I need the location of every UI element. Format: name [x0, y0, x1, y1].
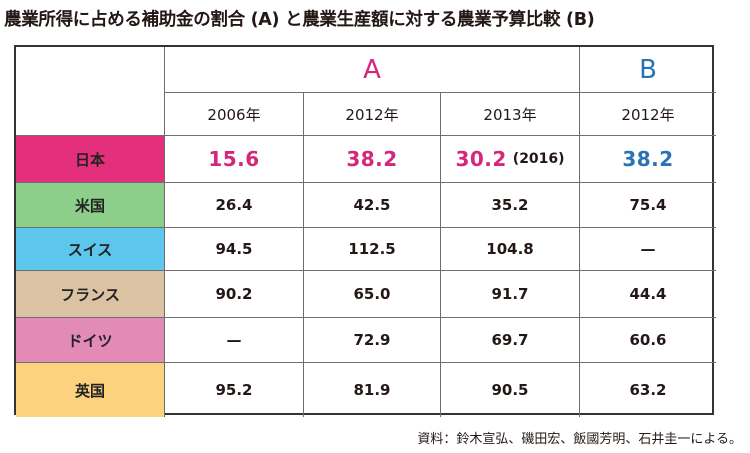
table-cell: 90.2: [165, 271, 304, 318]
table-cell: 72.9: [304, 318, 441, 363]
table-cell: 60.6: [580, 318, 716, 363]
header-year-2012-a: 2012年: [304, 93, 441, 136]
table-cell: 112.5: [304, 228, 441, 271]
row-label-usa: 米国: [16, 183, 165, 228]
table-cell: 42.5: [304, 183, 441, 228]
table-cell: 75.4: [580, 183, 716, 228]
table-cell: 38.2: [304, 136, 441, 183]
row-label-france: フランス: [16, 271, 165, 318]
row-label-uk: 英国: [16, 363, 165, 417]
table-cell: 81.9: [304, 363, 441, 417]
table-cell: 90.5: [441, 363, 580, 417]
header-group-a: A: [165, 47, 580, 93]
table-cell: 35.2: [441, 183, 580, 228]
table-cell: 26.4: [165, 183, 304, 228]
row-label-switzerland: スイス: [16, 228, 165, 271]
table-cell: 38.2: [580, 136, 716, 183]
header-group-b: B: [580, 47, 716, 93]
table-cell: —: [580, 228, 716, 271]
comparison-table: A B 2006年 2012年 2013年 2012年 日本 15.6 38.2…: [14, 45, 716, 417]
row-label-japan: 日本: [16, 136, 165, 183]
table-cell: 91.7: [441, 271, 580, 318]
page-title: 農業所得に占める補助金の割合 (A) と農業生産額に対する農業予算比較 (B): [4, 10, 595, 30]
header-year-2012-b: 2012年: [580, 93, 716, 136]
table-cell: 65.0: [304, 271, 441, 318]
source-note: 資料：鈴木宣弘、磯田宏、飯國芳明、石井圭一による。: [417, 432, 742, 447]
table-cell-value: 30.2: [455, 147, 507, 171]
header-year-2013: 2013年: [441, 93, 580, 136]
table-cell-with-note: 30.2 (2016): [441, 136, 580, 183]
table-cell-note: (2016): [512, 151, 565, 167]
table-cell: —: [165, 318, 304, 363]
table-cell: 69.7: [441, 318, 580, 363]
table-cell: 104.8: [441, 228, 580, 271]
table-cell: 94.5: [165, 228, 304, 271]
header-empty-cell: [16, 47, 165, 136]
table-cell: 63.2: [629, 381, 667, 399]
row-label-germany: ドイツ: [16, 318, 165, 363]
table-cell: 44.4: [580, 271, 716, 318]
table-cell: 15.6: [165, 136, 304, 183]
table-cell: 95.2: [165, 363, 304, 417]
header-year-2006: 2006年: [165, 93, 304, 136]
